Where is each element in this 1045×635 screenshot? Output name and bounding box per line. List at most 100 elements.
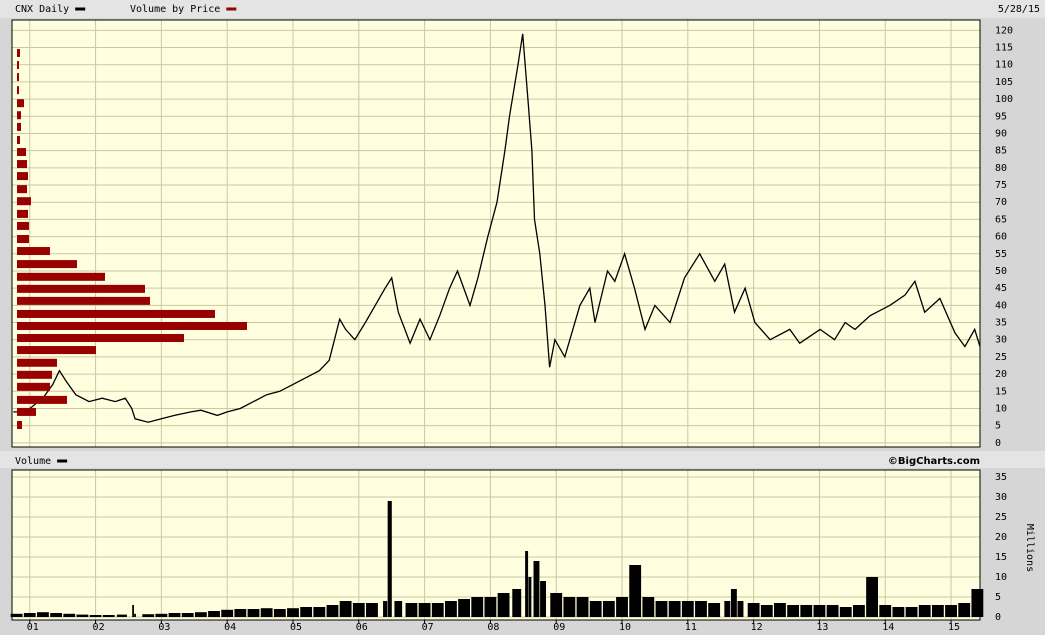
legend-swatch [57, 459, 68, 463]
y-tick-label: 40 [995, 300, 1007, 311]
plot-layer [10, 20, 984, 624]
volume-bar [681, 601, 694, 617]
x-tick-label: 12 [751, 622, 763, 633]
volume-bar [458, 599, 471, 617]
volume-bar [134, 613, 136, 617]
volume-bar [918, 605, 931, 617]
y-tick-label: 115 [995, 43, 1013, 54]
y-tick-label: 50 [995, 266, 1007, 277]
volume-bar [629, 565, 642, 617]
volume-bar [540, 581, 547, 617]
legend-swatch [75, 7, 86, 11]
volume-bar [418, 603, 431, 617]
volume-bar [405, 603, 418, 617]
volume-bar [800, 605, 813, 617]
price-frame [11, 19, 981, 448]
credit: ©BigCharts.com [888, 456, 980, 467]
volume-bar [352, 603, 365, 617]
volume-by-price-bar [17, 382, 50, 391]
y-tick-label: 20 [995, 532, 1007, 543]
date: 5/28/15 [998, 4, 1040, 15]
volume-bar [394, 601, 403, 617]
volume-bar [132, 605, 134, 617]
volume-bar [194, 612, 207, 617]
volume-bar [774, 603, 786, 617]
volume-by-price-bar [17, 99, 24, 108]
y-tick-label: 80 [995, 163, 1007, 174]
volume-bar [737, 601, 744, 617]
y-tick-label: 10 [995, 572, 1007, 583]
volume-bar [760, 605, 773, 617]
volume-bar [76, 614, 89, 617]
x-tick-label: 11 [685, 622, 697, 633]
x-tick-label: 04 [224, 622, 236, 633]
y-tick-label: 35 [995, 472, 1007, 483]
y-tick-label: 5 [995, 421, 1001, 432]
volume-bar [471, 597, 484, 617]
volume-by-price-bar [17, 395, 67, 404]
volume-by-price-bar [17, 197, 31, 206]
x-tick-label: 08 [487, 622, 499, 633]
volume-by-price-bar [17, 172, 28, 181]
volume-bar [247, 609, 260, 617]
volume-by-price-bar [17, 148, 26, 157]
y-tick-label: 15 [995, 386, 1007, 397]
x-tick-label: 05 [290, 622, 302, 633]
volume-by-price-bar [17, 370, 52, 379]
y-tick-label: 45 [995, 283, 1007, 294]
volume-bar [879, 605, 892, 617]
x-tick-label: 09 [553, 622, 565, 633]
x-tick-label: 15 [948, 622, 960, 633]
volume-bar [826, 605, 839, 617]
x-tick-label: 02 [93, 622, 105, 633]
volume-frame [11, 469, 981, 621]
y-tick-label: 20 [995, 369, 1007, 380]
volume-bar [813, 605, 826, 617]
volume-bar [550, 593, 563, 617]
volume-bar [931, 605, 944, 617]
volume-bar [866, 577, 879, 617]
volume-bar [892, 607, 905, 617]
volume-by-price-bar [17, 209, 28, 218]
legend-label: Volume by Price [130, 4, 220, 15]
legend-label: CNX Daily [15, 4, 69, 15]
volume-bar [339, 601, 352, 617]
volume-by-price-bar [17, 321, 247, 330]
volume-bar [23, 613, 36, 617]
volume-by-price-bar [17, 111, 21, 120]
volume-bar [576, 597, 589, 617]
volume-bar [497, 593, 510, 617]
y-tick-label: 120 [995, 25, 1013, 36]
volume-by-price-bar [17, 284, 145, 293]
volume-bar [484, 597, 497, 617]
y-tick-label: 55 [995, 249, 1007, 260]
volume-bar [287, 608, 299, 617]
x-tick-label: 03 [158, 622, 170, 633]
volume-bar [668, 601, 681, 617]
y-tick-label: 110 [995, 60, 1013, 71]
volume-bar [181, 613, 194, 617]
volume-bar [695, 601, 707, 617]
volume-bar [273, 609, 286, 617]
volume-bar [387, 501, 392, 617]
volume-bar [260, 608, 273, 617]
price-line [13, 33, 981, 423]
volume-bar [525, 551, 529, 617]
volume-bar [730, 589, 737, 617]
legend-swatch [226, 7, 237, 11]
volume-bar [747, 603, 760, 617]
volume-bar [102, 615, 115, 617]
volume-by-price-bar [17, 272, 105, 281]
volume-bar [958, 603, 971, 617]
volume-bar [383, 601, 388, 617]
y-tick-label: 105 [995, 77, 1013, 88]
volume-bar [852, 605, 865, 617]
volume-bar [528, 577, 532, 617]
volume-by-price-bar [17, 135, 20, 144]
y-tick-label: 75 [995, 180, 1007, 191]
volume-by-price-bar [17, 49, 20, 58]
volume-bar [63, 613, 76, 617]
volume-bar [116, 614, 127, 617]
